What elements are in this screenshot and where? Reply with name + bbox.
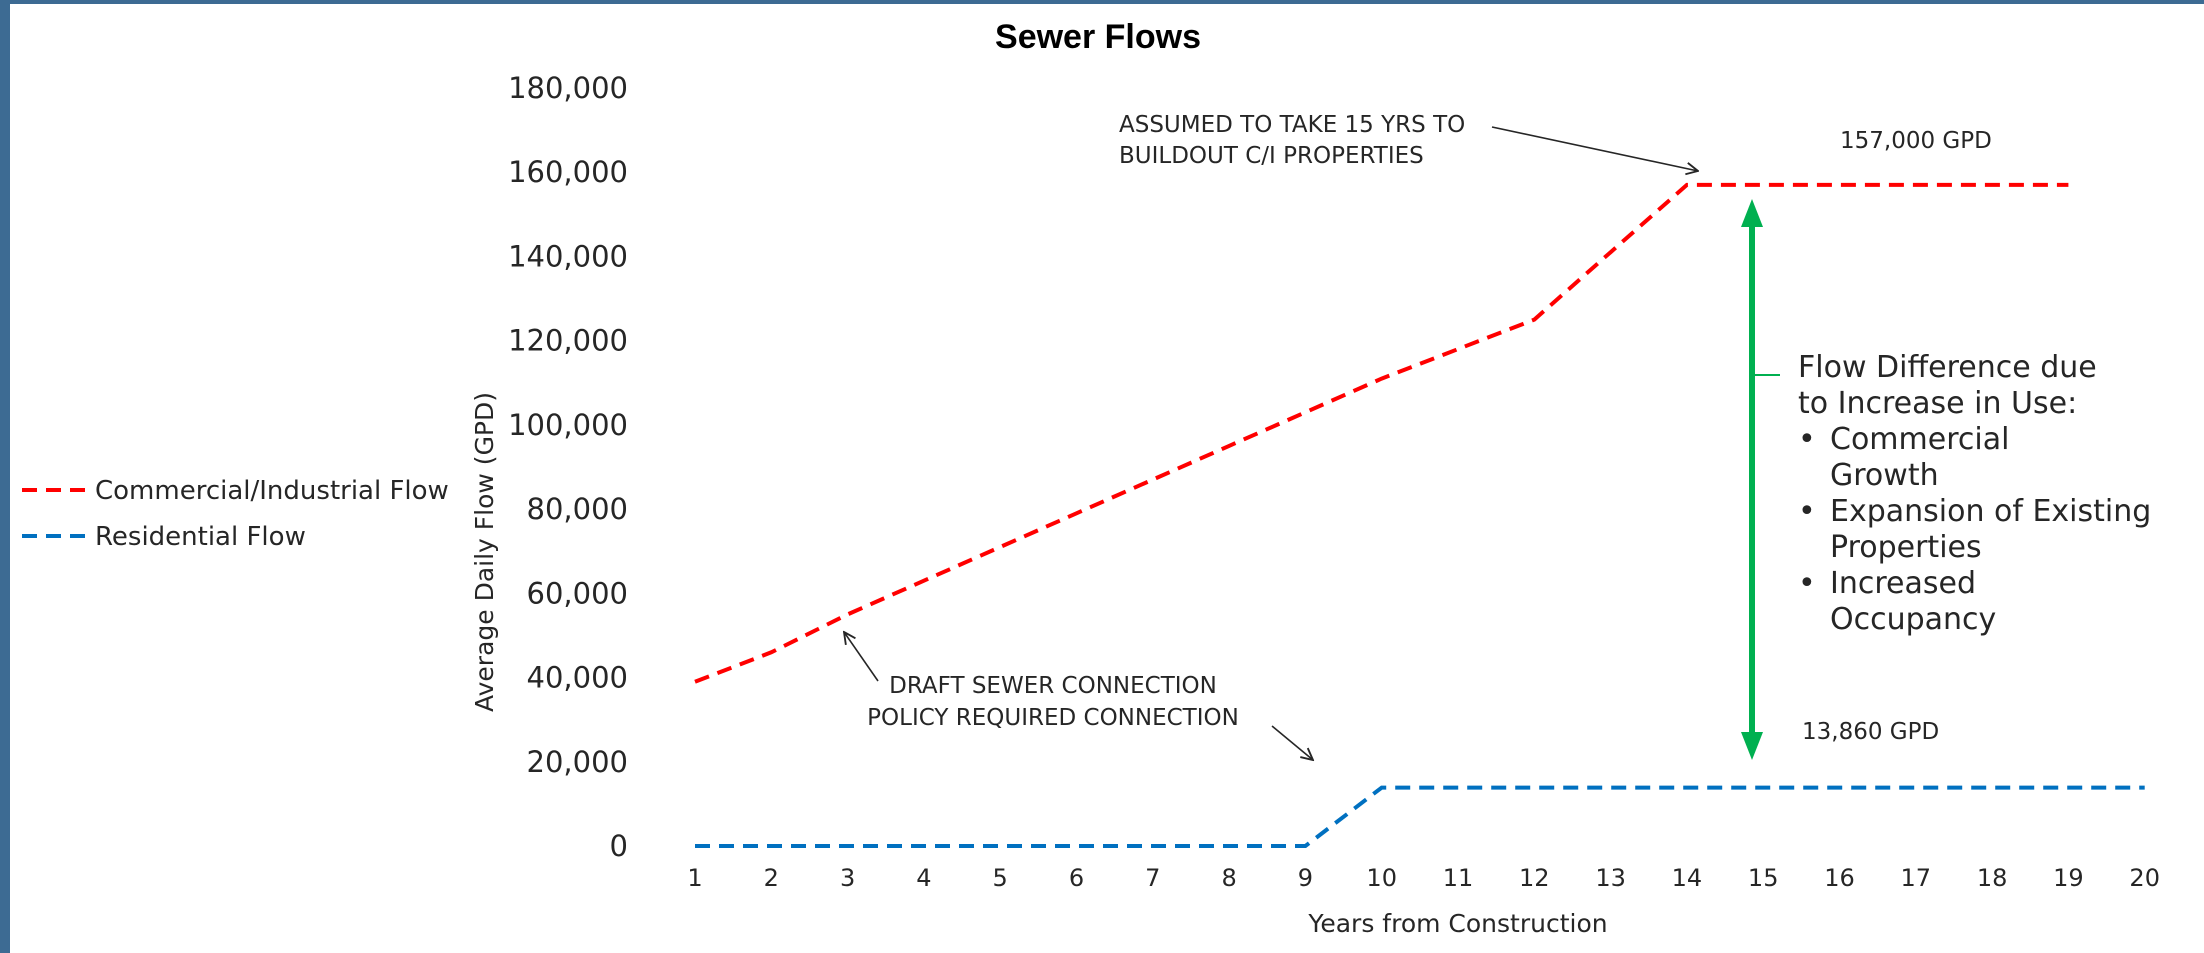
x-tick-label: 9 [1298, 864, 1313, 892]
policy-annotation: DRAFT SEWER CONNECTION POLICY REQUIRED C… [844, 632, 1313, 760]
x-tick-label: 8 [1221, 864, 1236, 892]
x-tick-label: 2 [764, 864, 779, 892]
bullet-2-line1: Expansion of Existing [1830, 494, 2151, 529]
x-tick-label: 17 [1901, 864, 1932, 892]
y-tick-label: 0 [610, 829, 628, 863]
x-tick-label: 16 [1824, 864, 1855, 892]
bullet-1-marker: • [1798, 422, 1816, 457]
x-tick-label: 11 [1443, 864, 1474, 892]
y-axis-label: Average Daily Flow (GPD) [470, 392, 499, 712]
y-axis-ticks: 0 20,000 40,000 60,000 80,000 100,000 120,000 1… [508, 71, 628, 863]
buildout-note-line2: BUILDOUT C/I PROPERTIES [1119, 143, 1424, 169]
x-tick-label: 4 [916, 864, 931, 892]
flow-difference-arrow [1741, 199, 1780, 760]
buildout-note-line1: ASSUMED TO TAKE 15 YRS TO [1119, 112, 1465, 138]
y-tick-label: 100,000 [508, 408, 628, 442]
y-tick-label: 120,000 [508, 324, 628, 358]
y-tick-label: 40,000 [527, 661, 628, 695]
chart-title: Sewer Flows [995, 18, 1201, 56]
sewer-flows-chart: Sewer Flows 020,00040,00060,00080,000100… [22, 18, 2160, 938]
policy-note-line1: DRAFT SEWER CONNECTION [889, 673, 1217, 699]
series-line-commercial [694, 182, 2069, 684]
x-tick-label: 15 [1748, 864, 1779, 892]
x-tick-label: 13 [1595, 864, 1626, 892]
y-tick-label: 160,000 [508, 155, 628, 189]
y-tick-label: 140,000 [508, 239, 628, 273]
x-tick-label: 7 [1145, 864, 1160, 892]
x-tick-label: 20 [2129, 864, 2160, 892]
x-tick-label: 18 [1977, 864, 2008, 892]
series-layer [694, 182, 2145, 848]
bullet-2-line2: Properties [1830, 530, 1982, 565]
bullet-3-line2: Occupancy [1830, 602, 1996, 637]
bullet-1-line1: Commercial [1830, 422, 2009, 457]
y-tick-label: 80,000 [527, 492, 628, 526]
y-tick-label: 180,000 [508, 71, 628, 105]
x-axis-ticks: 1 2 3 4 5 6 7 8 9 10 11 12 13 14 15 16 17 18 19 20 [687, 864, 2160, 892]
bullet-3-marker: • [1798, 566, 1816, 601]
x-tick-label: 19 [2053, 864, 2084, 892]
policy-note-line2: POLICY REQUIRED CONNECTION [867, 705, 1239, 731]
flow-difference-note: Flow Difference due to Increase in Use: … [1798, 350, 2151, 637]
legend: Commercial/Industrial Flow Residential F… [22, 476, 449, 552]
buildout-arrow [1491, 126, 1698, 171]
legend-label-commercial: Commercial/Industrial Flow [95, 476, 449, 506]
x-tick-label: 14 [1672, 864, 1703, 892]
x-tick-label: 12 [1519, 864, 1550, 892]
res-value-label: 13,860 GPD [1802, 719, 1939, 745]
x-axis-label: Years from Construction [1307, 909, 1607, 938]
bullet-1-line2: Growth [1830, 458, 1939, 493]
policy-arrow-down [1271, 725, 1313, 760]
ci-value-label: 157,000 GPD [1840, 128, 1992, 154]
chart-frame: Sewer Flows 0 20,000 40,000 60,000 80,000 100… [10, 4, 2204, 953]
bullet-2-marker: • [1798, 494, 1816, 529]
x-tick-label: 10 [1366, 864, 1397, 892]
bullet-3-line1: Increased [1830, 566, 1976, 601]
policy-arrow-up [844, 632, 879, 682]
y-tick-label: 20,000 [527, 745, 628, 779]
buildout-annotation: ASSUMED TO TAKE 15 YRS TO BUILDOUT C/I P… [1119, 112, 1698, 171]
legend-label-residential: Residential Flow [95, 522, 306, 552]
y-tick-label: 60,000 [527, 576, 628, 610]
x-tick-label: 1 [687, 864, 702, 892]
x-tick-label: 3 [840, 864, 855, 892]
x-tick-label: 6 [1069, 864, 1084, 892]
diff-note-line2: to Increase in Use: [1798, 386, 2077, 421]
diff-note-line1: Flow Difference due [1798, 350, 2097, 385]
series-line-residential [695, 785, 2145, 848]
x-tick-label: 5 [993, 864, 1008, 892]
